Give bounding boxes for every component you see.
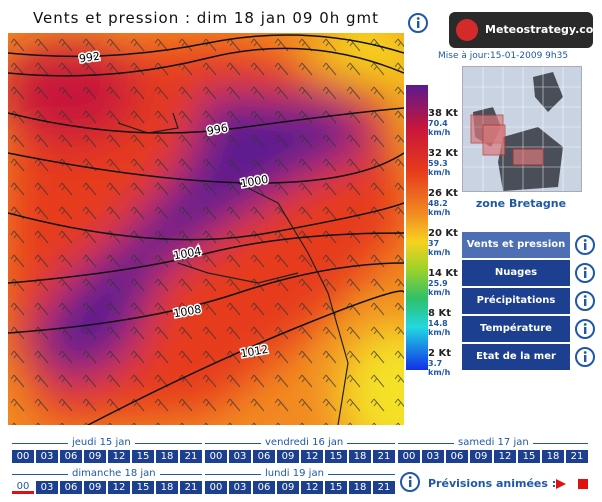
info-icon[interactable] bbox=[575, 291, 595, 311]
hour-button[interactable]: 03 bbox=[229, 450, 251, 463]
info-icon[interactable] bbox=[408, 13, 428, 33]
hour-button[interactable]: 03 bbox=[229, 481, 251, 494]
hour-button[interactable]: 12 bbox=[301, 450, 323, 463]
legend-kt: 8 Kt bbox=[428, 308, 451, 319]
info-icon[interactable] bbox=[575, 319, 595, 339]
legend-kmh: 14.8 km/h bbox=[428, 319, 451, 337]
hour-button[interactable]: 15 bbox=[325, 481, 347, 494]
legend-entry: 32 Kt 59.3 km/h bbox=[428, 148, 468, 177]
hour-button[interactable]: 15 bbox=[518, 450, 540, 463]
hour-button[interactable]: 03 bbox=[36, 450, 58, 463]
hour-button[interactable]: 21 bbox=[373, 481, 395, 494]
hour-button[interactable]: 09 bbox=[470, 450, 492, 463]
legend-kt: 38 Kt bbox=[428, 108, 458, 119]
update-time: Mise à jour:15-01-2009 9h35 bbox=[438, 51, 569, 61]
menu-button[interactable]: Température bbox=[462, 316, 570, 342]
hour-button[interactable]: 12 bbox=[494, 450, 516, 463]
hour-button[interactable]: 12 bbox=[301, 481, 323, 494]
play-button[interactable] bbox=[556, 479, 566, 489]
hour-button[interactable]: 09 bbox=[277, 481, 299, 494]
isobar-label: 992 bbox=[78, 50, 101, 66]
legend-kmh: 70.4 km/h bbox=[428, 119, 451, 137]
info-icon[interactable] bbox=[400, 472, 420, 492]
hour-button[interactable]: 18 bbox=[349, 481, 371, 494]
day-label: dimanche 18 jan bbox=[68, 468, 160, 479]
legend-entry: 26 Kt 48.2 km/h bbox=[428, 188, 468, 217]
hour-button[interactable]: 21 bbox=[180, 481, 202, 494]
hour-button[interactable]: 06 bbox=[60, 450, 82, 463]
logo-text: Meteostrategy.com bbox=[485, 23, 602, 36]
legend-kmh: 59.3 km/h bbox=[428, 159, 451, 177]
menu-button[interactable]: Nuages bbox=[462, 260, 570, 286]
legend-entry: 38 Kt 70.4 km/h bbox=[428, 108, 468, 137]
animation-controls bbox=[556, 479, 588, 489]
info-icon[interactable] bbox=[575, 263, 595, 283]
legend-entry: 8 Kt 14.8 km/h bbox=[428, 308, 468, 337]
hour-button[interactable]: 06 bbox=[60, 481, 82, 494]
legend-entry: 14 Kt 25.9 km/h bbox=[428, 268, 468, 297]
day-label: samedi 17 jan bbox=[454, 437, 533, 448]
hour-button[interactable]: 09 bbox=[84, 450, 106, 463]
hour-button[interactable]: 00 bbox=[12, 481, 34, 494]
day-label: jeudi 15 jan bbox=[68, 437, 135, 448]
legend-kt: 26 Kt bbox=[428, 188, 458, 199]
legend-kt: 2 Kt bbox=[428, 348, 451, 359]
legend-entry: 20 Kt 37 km/h bbox=[428, 228, 468, 257]
hour-button[interactable]: 00 bbox=[205, 481, 227, 494]
legend-kt: 14 Kt bbox=[428, 268, 458, 279]
menu-button[interactable]: Etat de la mer bbox=[462, 344, 570, 370]
hour-button[interactable]: 12 bbox=[108, 450, 130, 463]
day-label: vendredi 16 jan bbox=[261, 437, 348, 448]
hour-button[interactable]: 09 bbox=[84, 481, 106, 494]
menu-button[interactable]: Vents et pression bbox=[462, 232, 570, 258]
hour-button[interactable]: 18 bbox=[542, 450, 564, 463]
hour-button[interactable]: 15 bbox=[132, 481, 154, 494]
hour-button[interactable]: 15 bbox=[132, 450, 154, 463]
legend-kmh: 25.9 km/h bbox=[428, 279, 451, 297]
day-label: lundi 19 jan bbox=[261, 468, 328, 479]
hour-button[interactable]: 18 bbox=[156, 481, 178, 494]
hour-button[interactable]: 21 bbox=[373, 450, 395, 463]
hour-button[interactable]: 03 bbox=[422, 450, 444, 463]
hour-button[interactable]: 09 bbox=[277, 450, 299, 463]
legend-kt: 20 Kt bbox=[428, 228, 458, 239]
hour-button[interactable]: 00 bbox=[398, 450, 420, 463]
legend-kmh: 3.7 km/h bbox=[428, 359, 451, 377]
hour-button[interactable]: 00 bbox=[205, 450, 227, 463]
hour-button[interactable]: 18 bbox=[349, 450, 371, 463]
hour-button[interactable]: 06 bbox=[253, 481, 275, 494]
zone-label: zone Bretagne bbox=[475, 197, 567, 210]
hour-button[interactable]: 03 bbox=[36, 481, 58, 494]
hour-button[interactable]: 21 bbox=[180, 450, 202, 463]
map-title: Vents et pression : dim 18 jan 09 0h gmt bbox=[8, 5, 404, 32]
logo[interactable]: Meteostrategy.com bbox=[449, 12, 602, 48]
hour-button[interactable]: 06 bbox=[446, 450, 468, 463]
hour-button[interactable]: 00 bbox=[12, 450, 34, 463]
hour-button[interactable]: 21 bbox=[566, 450, 588, 463]
hour-button[interactable]: 12 bbox=[108, 481, 130, 494]
menu-button[interactable]: Précipitations bbox=[462, 288, 570, 314]
info-icon[interactable] bbox=[575, 235, 595, 255]
hour-button[interactable]: 15 bbox=[325, 450, 347, 463]
color-scale bbox=[406, 85, 428, 370]
legend-kt: 32 Kt bbox=[428, 148, 458, 159]
info-icon[interactable] bbox=[575, 347, 595, 367]
animation-label: Prévisions animées : bbox=[428, 477, 557, 490]
legend-entry: 2 Kt 3.7 km/h bbox=[428, 348, 468, 377]
stop-button[interactable] bbox=[578, 479, 588, 489]
legend-kmh: 37 km/h bbox=[428, 239, 451, 257]
legend-kmh: 48.2 km/h bbox=[428, 199, 451, 217]
mini-map[interactable] bbox=[462, 66, 582, 192]
hour-button[interactable]: 18 bbox=[156, 450, 178, 463]
hour-button[interactable]: 06 bbox=[253, 450, 275, 463]
isobar-label: 996 bbox=[206, 121, 229, 137]
